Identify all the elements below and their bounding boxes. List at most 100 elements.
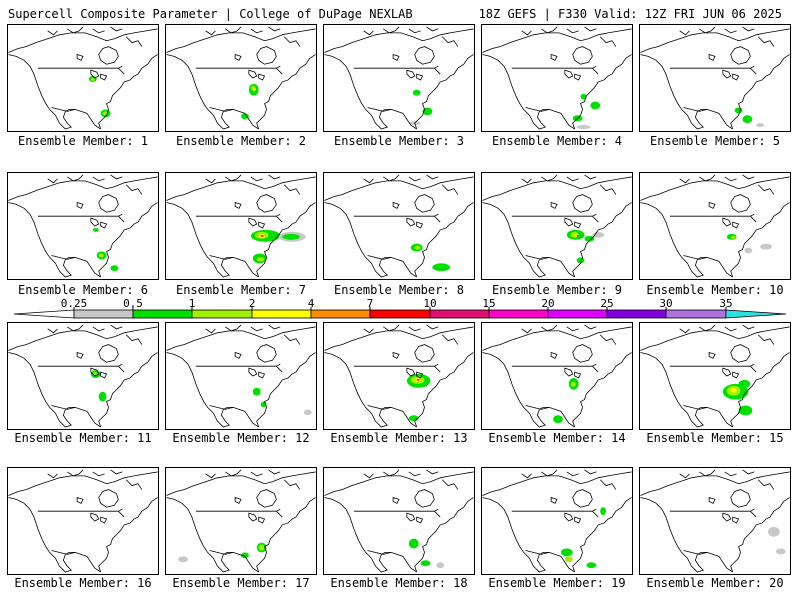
political-border: [511, 363, 599, 410]
ensemble-map-panel: [323, 322, 475, 430]
north-america-map: [324, 469, 474, 573]
colorbar-level-label: 10: [423, 297, 437, 310]
arctic-islands: [47, 26, 143, 47]
lake-outline: [234, 496, 266, 524]
ensemble-member-label: Ensemble Member: 6: [17, 283, 149, 297]
ensemble-member-label: Ensemble Member: 18: [330, 576, 468, 590]
political-border: [669, 508, 757, 555]
colorbar-segment: [251, 309, 312, 319]
hudson-bay-outline: [730, 46, 751, 65]
political-border: [37, 508, 125, 555]
north-america-map: [324, 26, 474, 130]
north-america-map: [166, 469, 316, 573]
lake-outline: [708, 351, 740, 379]
scp-shaded-area: [775, 548, 786, 555]
arctic-islands: [363, 324, 459, 345]
arctic-islands: [363, 469, 459, 490]
coastline: [640, 326, 790, 428]
ensemble-member-label: Ensemble Member: 4: [491, 134, 623, 148]
coastline: [8, 176, 158, 278]
scp-shaded-area: [584, 235, 595, 242]
coastline: [166, 28, 316, 130]
hudson-bay-outline: [572, 344, 593, 363]
scp-shaded-area: [592, 231, 605, 238]
ensemble-map-panel: [7, 24, 159, 132]
lake-outline: [550, 496, 582, 524]
ensemble-map-panel: [7, 322, 159, 430]
colorbar-level-label: 2: [248, 297, 256, 310]
colorbar-segment: [191, 309, 253, 319]
scp-shaded-area: [98, 253, 104, 258]
ensemble-map-panel: [323, 467, 475, 575]
arctic-islands: [47, 324, 143, 345]
political-border: [37, 213, 125, 260]
hudson-bay-outline: [98, 344, 119, 363]
hudson-bay-outline: [730, 489, 751, 508]
arctic-islands: [205, 469, 301, 490]
ensemble-member-label: Ensemble Member: 11: [14, 431, 152, 445]
lake-outline: [234, 53, 266, 81]
ensemble-member-label: Ensemble Member: 20: [646, 576, 784, 590]
hudson-bay-outline: [414, 344, 435, 363]
scp-shaded-area: [730, 387, 737, 393]
lake-outline: [392, 201, 424, 229]
political-border: [669, 363, 757, 410]
north-america-map: [640, 174, 790, 278]
coastline: [324, 326, 474, 428]
ensemble-member-label: Ensemble Member: 17: [172, 576, 310, 590]
ensemble-map-panel: [165, 322, 317, 430]
ensemble-map-panel: [7, 172, 159, 280]
political-border: [37, 363, 125, 410]
scp-shaded-area: [282, 233, 300, 240]
arctic-islands: [47, 469, 143, 490]
ensemble-map-panel: [639, 172, 791, 280]
scp-shaded-area: [241, 552, 249, 559]
arctic-islands: [363, 26, 459, 47]
north-america-map: [166, 26, 316, 130]
arctic-islands: [205, 324, 301, 345]
ensemble-map-panel: [481, 172, 633, 280]
scp-shaded-area: [436, 562, 445, 569]
political-border: [195, 363, 283, 410]
scp-shaded-area: [98, 391, 107, 402]
coastline: [482, 176, 632, 278]
arctic-islands: [521, 26, 617, 47]
arctic-islands: [679, 324, 775, 345]
ensemble-member-label: Ensemble Member: 7: [175, 283, 307, 297]
scp-shaded-area: [570, 381, 576, 387]
coastline: [8, 28, 158, 130]
political-border: [511, 213, 599, 260]
coastline: [640, 471, 790, 573]
arctic-islands: [205, 174, 301, 195]
hudson-bay-outline: [572, 194, 593, 213]
scp-shaded-area: [742, 115, 753, 124]
ensemble-map-panel: [481, 467, 633, 575]
ensemble-map-panel: [165, 467, 317, 575]
scp-shaded-area: [102, 111, 108, 116]
coastline: [324, 471, 474, 573]
colorbar-level-label: 30: [659, 297, 673, 310]
ensemble-map-panel: [323, 172, 475, 280]
north-america-map: [482, 174, 632, 278]
north-america-map: [640, 469, 790, 573]
political-border: [669, 65, 757, 112]
north-america-map: [324, 324, 474, 428]
lake-outline: [708, 496, 740, 524]
scp-shaded-area: [92, 227, 99, 232]
scp-shaded-area: [412, 89, 421, 96]
ensemble-map-panel: [481, 24, 633, 132]
arctic-islands: [679, 469, 775, 490]
arctic-islands: [521, 469, 617, 490]
political-border: [353, 213, 441, 260]
lake-outline: [392, 53, 424, 81]
ensemble-map-panel: [165, 172, 317, 280]
arctic-islands: [205, 26, 301, 47]
lake-outline: [76, 496, 108, 524]
scp-shaded-area: [420, 560, 431, 567]
colorbar-segment: [665, 309, 727, 319]
scp-shaded-area: [768, 526, 780, 537]
colorbar-segment: [132, 309, 193, 319]
political-border: [669, 213, 757, 260]
political-border: [511, 508, 599, 555]
north-america-map: [324, 174, 474, 278]
